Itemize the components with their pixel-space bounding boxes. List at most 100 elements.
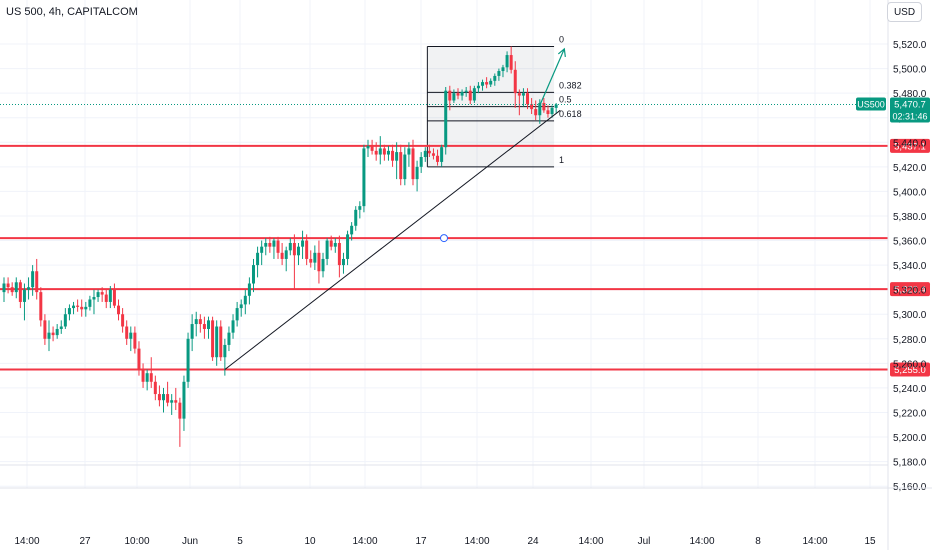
candle-body — [223, 344, 227, 358]
candle-body — [186, 338, 190, 382]
level-price-tag — [890, 138, 930, 153]
candle-body — [378, 148, 382, 155]
candle-body — [211, 320, 215, 358]
candle-body — [436, 155, 440, 162]
candle-body — [542, 102, 546, 111]
candle-body — [251, 265, 255, 284]
candle-body — [51, 332, 55, 336]
candle-body — [272, 240, 276, 247]
candle-body — [509, 55, 513, 70]
candle-body — [386, 150, 390, 155]
candle-body — [485, 82, 489, 85]
candle-body — [63, 314, 67, 327]
y-tick-label: 5,240.0 — [893, 384, 927, 395]
candle-body — [22, 289, 26, 302]
candle-body — [497, 71, 501, 76]
candle-body — [92, 297, 96, 300]
x-tick-label: 5 — [237, 536, 243, 547]
candle-body — [288, 242, 292, 251]
candle-body — [100, 292, 104, 295]
x-tick-label: 10 — [304, 536, 316, 547]
candle-body — [207, 320, 210, 329]
symbol-tag — [856, 97, 886, 111]
time-axis: 14:00 27 10:00 Jun 5 10 14:00 17 14:00 24 14:00 Jul… — [0, 464, 932, 547]
y-tick-label: 5,340.0 — [893, 261, 927, 272]
candle-body — [194, 319, 198, 325]
fib-level-label: 1 — [559, 155, 564, 165]
last-price-label: 5,470.7 — [894, 100, 926, 111]
projection-arrow — [539, 48, 565, 106]
fib-level-label: 0 — [559, 34, 564, 44]
candle-body — [534, 109, 538, 116]
candle-body — [247, 283, 251, 296]
candle-body — [366, 145, 370, 149]
candle-body — [18, 282, 22, 302]
candle-body — [260, 246, 264, 253]
candle-body — [382, 148, 386, 155]
price-axis: 5,520.05,500.05,480.05,460.05,440.05,420… — [887, 0, 927, 550]
y-tick-label: 5,220.0 — [893, 408, 927, 419]
x-tick-label: 14:00 — [352, 536, 377, 547]
candle-body — [329, 240, 333, 247]
x-tick-label: 14:00 — [689, 536, 714, 547]
candle-body — [370, 145, 374, 151]
candle-body — [464, 90, 468, 92]
candle-body — [493, 75, 497, 81]
candle-body — [14, 282, 18, 293]
candle-body — [374, 150, 378, 155]
candle-body — [337, 242, 341, 266]
candle-body — [538, 102, 542, 116]
candle-body — [489, 80, 493, 85]
candle-body — [341, 258, 345, 266]
candle-body — [264, 242, 268, 247]
candle-body — [481, 82, 485, 86]
x-tick-label: 27 — [79, 536, 91, 547]
candle-body — [460, 91, 464, 96]
candle-body — [476, 85, 480, 89]
candle-body — [243, 295, 247, 305]
candle-body — [305, 240, 309, 259]
candle-body — [43, 320, 47, 339]
candle-body — [67, 308, 71, 315]
candle-body — [190, 324, 194, 339]
candle-body — [31, 271, 35, 288]
currency-button[interactable]: USD — [887, 2, 922, 22]
candle-body — [125, 326, 129, 339]
x-tick-label: 14:00 — [14, 536, 39, 547]
candle-body — [59, 326, 63, 329]
candle-body — [292, 242, 296, 256]
candle-body — [358, 206, 362, 210]
candle-body — [284, 250, 288, 259]
trendline — [224, 109, 561, 370]
candle-body — [333, 242, 337, 247]
candle-body — [166, 394, 170, 403]
candle-body — [215, 326, 219, 358]
level-price-tag — [890, 282, 930, 297]
y-tick-label: 5,420.0 — [893, 163, 927, 174]
candle-body — [174, 400, 178, 403]
horizontal-levels: 5,437.1 5,320.4 5,255.0 — [0, 138, 930, 377]
y-tick-label: 5,280.0 — [893, 335, 927, 346]
candle-body — [517, 93, 521, 96]
fib-level-label: 0.618 — [559, 109, 582, 119]
x-tick-label: 17 — [415, 536, 427, 547]
candle-body — [141, 369, 145, 382]
candle-body — [10, 287, 14, 293]
candle-body — [391, 150, 395, 161]
candle-body — [452, 93, 456, 101]
candle-body — [276, 240, 280, 253]
countdown-label: 02:31:46 — [892, 112, 927, 122]
candle-body — [325, 240, 329, 259]
candle-body — [47, 332, 51, 339]
candle-body — [419, 157, 423, 167]
candle-body — [309, 258, 313, 263]
candle-body — [521, 93, 525, 96]
level-price-label: 5,437.1 — [894, 141, 926, 152]
fib-level-label: 0.382 — [559, 80, 582, 90]
candle-body — [112, 289, 116, 306]
candle-body — [153, 381, 157, 395]
candle-body — [407, 148, 411, 155]
x-tick-label: 14:00 — [464, 536, 489, 547]
y-tick-label: 5,300.0 — [893, 310, 927, 321]
